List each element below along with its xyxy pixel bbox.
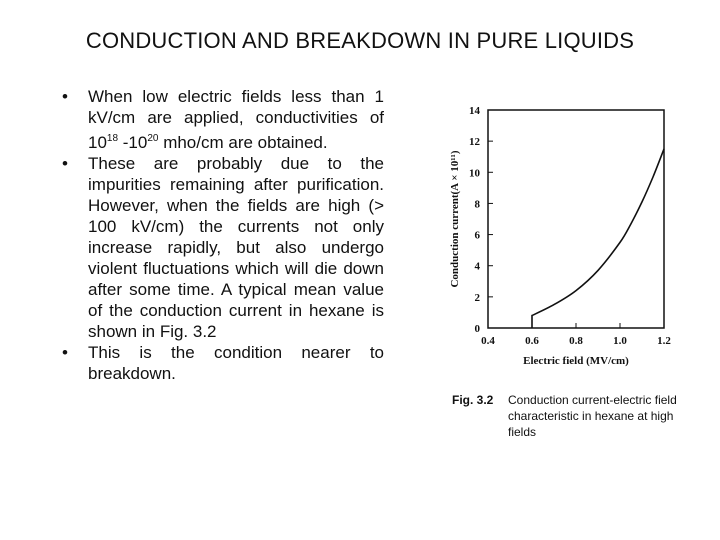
y-tick-label: 2: [475, 292, 481, 304]
chart: 0 2 4 6 8 10 12 14 0.4 0.6 0.8 1.0 1.2 Electric fie…: [449, 105, 671, 367]
caption-label: Fig. 3.2: [452, 393, 494, 407]
x-tick-label: 0.4: [481, 335, 495, 347]
x-tick-label: 0.6: [525, 335, 539, 347]
x-axis-ticks: 0.4 0.6 0.8 1.0 1.2: [481, 323, 671, 347]
bullet-dot-icon: •: [62, 87, 68, 106]
exponent: 18: [106, 133, 119, 144]
y-tick-label: 6: [475, 230, 481, 242]
slide-title: CONDUCTION AND BREAKDOWN IN PURE LIQUIDS: [85, 28, 635, 53]
x-tick-label: 1.2: [657, 335, 671, 347]
x-tick-label: 1.0: [613, 335, 627, 347]
bullet-dot-icon: •: [62, 154, 68, 173]
bullet-item: • These are probably due to the impuriti…: [62, 153, 384, 342]
exponent: 20: [147, 133, 159, 144]
y-tick-label: 14: [469, 105, 481, 117]
bullet-item: • This is the condition nearer to breakd…: [62, 342, 384, 384]
y-tick-label: 8: [475, 198, 481, 210]
bullet-dot-icon: •: [62, 343, 68, 362]
bullet-text: This is the condition nearer to breakdow…: [88, 343, 384, 383]
bullet-text: mho/cm are obtained.: [158, 133, 328, 152]
y-tick-label: 10: [469, 167, 481, 179]
y-axis-ticks: 0 2 4 6 8 10 12 14: [469, 105, 493, 335]
bullet-list: • When low electric fields less than 1 k…: [62, 86, 384, 384]
y-tick-label: 12: [469, 136, 481, 148]
plot-frame: [487, 109, 665, 329]
y-axis-label: Conduction current(A × 10¹¹): [449, 150, 461, 287]
x-axis-label: Electric field (MV/cm): [523, 355, 629, 367]
caption-text: Conduction current-electric field charac…: [508, 393, 677, 439]
y-tick-label: 4: [475, 261, 481, 273]
bullet-item: • When low electric fields less than 1 k…: [62, 86, 384, 153]
figure: 0 2 4 6 8 10 12 14 0.4 0.6 0.8 1.0 1.2 Electric fie…: [440, 96, 690, 456]
series-line: [531, 148, 665, 328]
x-tick-label: 0.8: [569, 335, 583, 347]
bullet-text: When low electric fields less than 1 kV/…: [88, 87, 384, 152]
bullet-text: These are probably due to the impurities…: [88, 154, 384, 341]
y-tick-label: 0: [475, 323, 481, 335]
bullet-text: -10: [118, 133, 148, 152]
